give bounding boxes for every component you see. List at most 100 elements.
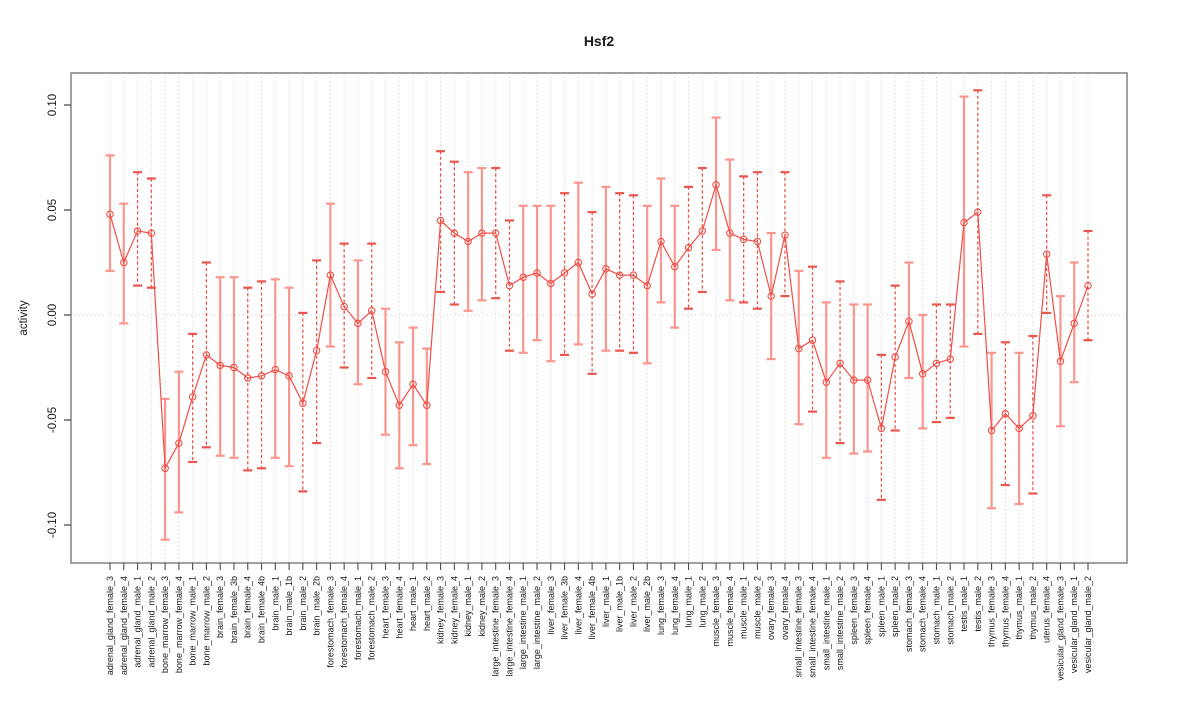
error-bar bbox=[518, 204, 528, 354]
x-category-label: heart_male_2 bbox=[422, 576, 432, 631]
data-point bbox=[505, 281, 514, 290]
x-category-label: brain_female_3b bbox=[229, 576, 239, 643]
x-category-label: large_intestine_male_2 bbox=[532, 576, 542, 669]
data-point bbox=[120, 258, 128, 267]
error-bar bbox=[257, 280, 267, 470]
data-point bbox=[574, 258, 583, 267]
data-point bbox=[905, 317, 913, 326]
error-bar bbox=[353, 259, 363, 386]
data-point bbox=[354, 319, 362, 328]
x-category-label: kidney_male_2 bbox=[477, 576, 487, 637]
data-point bbox=[698, 227, 707, 235]
data-point bbox=[423, 401, 431, 410]
error-bar bbox=[133, 171, 143, 287]
data-point bbox=[533, 269, 541, 277]
data-point bbox=[326, 271, 335, 279]
data-point bbox=[657, 237, 665, 246]
x-category-label: brain_male_2b bbox=[312, 576, 322, 636]
data-point bbox=[877, 424, 886, 433]
x-category-label: testis_male_1 bbox=[959, 576, 969, 632]
error-bar bbox=[408, 326, 418, 447]
data-point bbox=[560, 269, 569, 277]
x-category-label: lung_male_2 bbox=[697, 576, 707, 628]
x-category-label: forestomach_female_3 bbox=[325, 576, 335, 668]
x-category-label: thymus_male_2 bbox=[1028, 576, 1038, 640]
error-bar bbox=[298, 311, 308, 493]
x-category-label: small_intestine_male_1 bbox=[821, 576, 831, 670]
data-points bbox=[106, 181, 1092, 473]
x-category-label: uterus_female_4 bbox=[1042, 576, 1052, 643]
data-point bbox=[726, 229, 734, 237]
data-point bbox=[739, 235, 748, 244]
data-point bbox=[1070, 319, 1078, 328]
data-point bbox=[175, 439, 183, 447]
y-tick-label: 0.05 bbox=[47, 199, 59, 221]
error-bar bbox=[684, 185, 694, 310]
x-category-label: adrenal_gland_female_3 bbox=[105, 576, 115, 675]
data-point bbox=[1029, 412, 1037, 420]
data-point bbox=[588, 290, 596, 298]
x-category-label: vesicular_gland_female_3 bbox=[1055, 576, 1065, 681]
error-bar bbox=[945, 303, 955, 419]
error-bar bbox=[270, 278, 280, 459]
data-point bbox=[987, 426, 996, 435]
x-category-label: brain_female_3 bbox=[215, 576, 225, 638]
data-point bbox=[643, 281, 651, 290]
error-bar bbox=[215, 276, 225, 457]
data-point bbox=[863, 376, 872, 384]
x-category-label: muscle_male_1 bbox=[739, 576, 749, 639]
x-category-label: liver_male_1 bbox=[601, 576, 611, 627]
data-point bbox=[161, 464, 169, 473]
x-category-label: brain_female_4b bbox=[257, 576, 267, 643]
x-category-label: small_intestine_female_3 bbox=[794, 576, 804, 678]
x-category-label: small_intestine_male_2 bbox=[835, 576, 845, 670]
error-bar bbox=[105, 154, 115, 272]
plot-area: 0.10 0.05 0.00 -0.05 -0.10 adrenal_gland_fema… bbox=[47, 72, 1128, 681]
error-bar bbox=[477, 166, 487, 302]
x-category-label: heart_female_4 bbox=[394, 576, 404, 639]
x-category-label: vesicular_gland_male_2 bbox=[1083, 576, 1093, 673]
x-category-label: heart_female_3 bbox=[380, 576, 390, 639]
error-bar bbox=[876, 353, 886, 501]
data-point bbox=[781, 231, 789, 239]
x-category-label: muscle_female_3 bbox=[711, 576, 721, 647]
x-category-label: thymus_male_1 bbox=[1014, 576, 1024, 640]
data-point bbox=[216, 361, 224, 370]
x-category-label: testis_male_2 bbox=[973, 576, 983, 632]
x-category-label: adrenal_gland_male_2 bbox=[146, 576, 156, 668]
error-bar bbox=[780, 171, 790, 298]
x-category-label: stomach_female_3 bbox=[904, 576, 914, 652]
y-tick-label: -0.10 bbox=[47, 512, 59, 538]
x-category-label: kidney_female_4 bbox=[449, 576, 459, 644]
y-tick-label: 0.00 bbox=[47, 304, 59, 326]
x-category-label: ovary_female_3 bbox=[766, 576, 776, 640]
x-category-label: spleen_female_4 bbox=[863, 576, 873, 645]
x-category-label: kidney_male_1 bbox=[463, 576, 473, 637]
x-category-label: forestomach_male_1 bbox=[353, 576, 363, 660]
y-axis-ticks: 0.10 0.05 0.00 -0.05 -0.10 bbox=[47, 94, 71, 538]
error-bar bbox=[890, 284, 900, 432]
error-bar bbox=[436, 150, 446, 293]
x-category-label: adrenal_gland_male_1 bbox=[133, 576, 143, 668]
x-category-label: thymus_female_4 bbox=[1000, 576, 1010, 647]
error-bar bbox=[959, 95, 969, 348]
y-tick-label: 0.10 bbox=[47, 94, 59, 116]
data-point bbox=[257, 372, 266, 380]
series-line bbox=[109, 182, 1089, 471]
data-point bbox=[974, 208, 982, 216]
data-point bbox=[478, 229, 486, 237]
error-bar bbox=[491, 166, 501, 300]
data-point bbox=[684, 244, 693, 252]
data-point bbox=[960, 218, 968, 227]
x-category-label: liver_female_3b bbox=[560, 576, 570, 640]
x-category-label: bone_marrow_male_1 bbox=[188, 576, 198, 666]
x-category-label: large_intestine_female_4 bbox=[504, 576, 514, 677]
data-point bbox=[629, 271, 638, 279]
x-category-label: adrenal_gland_female_4 bbox=[119, 576, 129, 675]
data-point bbox=[602, 265, 610, 273]
error-bar bbox=[835, 280, 845, 445]
error-bar bbox=[973, 89, 983, 335]
data-point bbox=[188, 393, 197, 401]
